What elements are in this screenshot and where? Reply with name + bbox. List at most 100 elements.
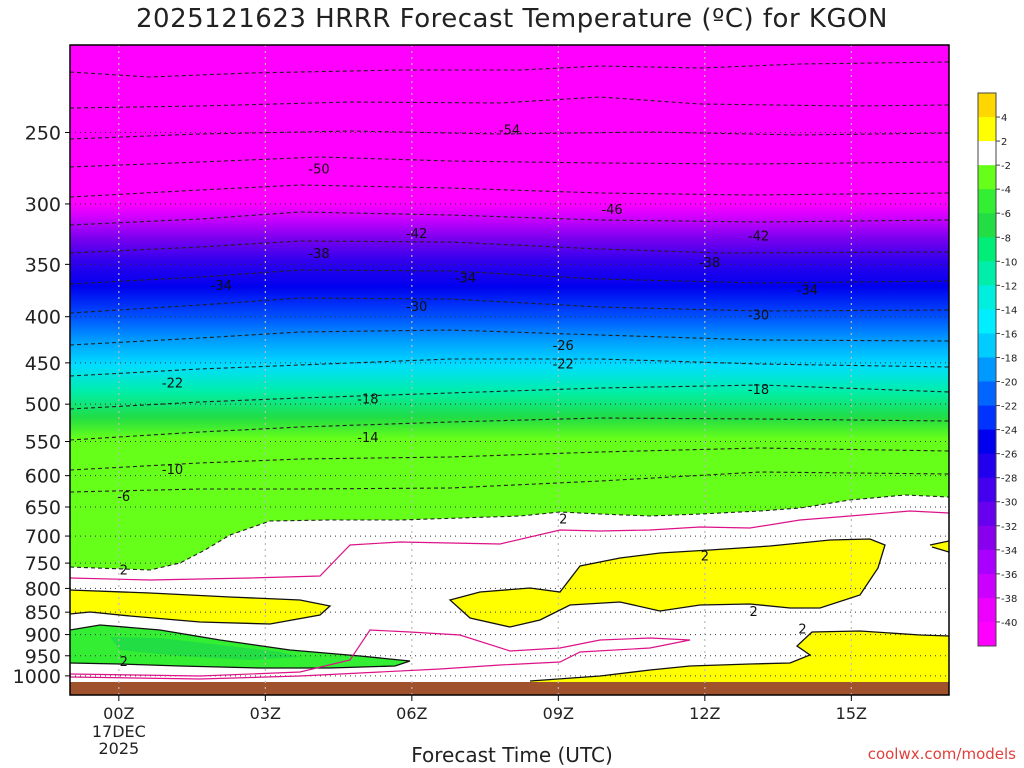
colorbar-label: -26 [1001, 450, 1017, 461]
contour-label: -42 [406, 227, 427, 242]
contour-label: -30 [406, 300, 427, 315]
contour-label: -34 [455, 272, 476, 287]
contour-label: -18 [748, 383, 769, 398]
y-tick-label: 900 [25, 625, 61, 647]
contour-label: -22 [553, 358, 574, 373]
x-tick-label: 00Z [103, 704, 134, 723]
colorbar-label: -10 [1001, 257, 1017, 268]
chart-title: 2025121623 HRRR Forecast Temperature (ºC… [135, 4, 889, 34]
x-tick-label: 06Z [396, 704, 427, 723]
colorbar-label: -30 [1001, 498, 1017, 509]
y-tick-label: 850 [25, 602, 61, 624]
colorbar-swatch [978, 333, 996, 358]
colorbar-swatch [978, 237, 996, 262]
isotherm-line [70, 269, 949, 285]
credit-link[interactable]: coolwx.com/models [867, 745, 1016, 763]
contour-label: 2 [120, 655, 128, 670]
isotherm-line [70, 240, 949, 254]
y-tick-label: 1000 [13, 666, 61, 688]
isotherm-line [70, 329, 949, 346]
cold-air-fill [70, 45, 949, 570]
colorbar-swatch [978, 93, 996, 118]
colorbar-label: -28 [1001, 474, 1017, 485]
colorbar-label: -20 [1001, 378, 1017, 389]
zero-degree-contours [70, 510, 949, 680]
isotherm-line [70, 471, 949, 493]
contour-label: -50 [308, 162, 329, 177]
x-tick-label: 15Z [836, 704, 867, 723]
colorbar-swatch [978, 309, 996, 334]
colorbar-label: -36 [1001, 570, 1017, 581]
contour-label: -22 [162, 376, 183, 391]
warm-contour-bottom [529, 630, 949, 682]
contour-label: -38 [699, 256, 720, 271]
contour-label: -18 [357, 393, 378, 408]
solid-contours [70, 538, 949, 682]
colorbar-swatch [978, 621, 996, 647]
colorbar-swatch [978, 189, 996, 214]
warm-contour-mid [448, 538, 886, 628]
contour-label: 2 [701, 550, 709, 565]
y-tick-label: 750 [25, 553, 61, 575]
colorbar-label: -22 [1001, 402, 1017, 413]
colorbar-label: 4 [1001, 113, 1007, 124]
isotherm-line [70, 358, 949, 377]
warm-yellow-right [930, 541, 949, 552]
colorbar-swatch [978, 117, 996, 142]
contour-label: -34 [797, 283, 818, 298]
colorbar-swatch [978, 381, 996, 407]
colorbar-swatch [978, 165, 996, 190]
warm-contour-right [929, 540, 949, 553]
colorbar-label: -38 [1001, 594, 1017, 605]
colorbar-swatch [978, 429, 996, 455]
colorbar-label: -2 [1001, 161, 1011, 172]
colorbar-swatch [978, 477, 996, 503]
isotherm-line [70, 384, 949, 410]
isotherm-contours [70, 61, 949, 571]
isotherm-line [70, 184, 949, 198]
contour-label: 2 [559, 512, 567, 527]
isotherm-line [70, 156, 949, 168]
colorbar-label: -40 [1001, 618, 1017, 629]
colorbar-label: -24 [1001, 426, 1017, 437]
y-axis: 2503003504004505005506006507007508008509… [13, 122, 70, 688]
contour-label: -26 [553, 339, 574, 354]
colorbar-label: -6 [1001, 209, 1011, 220]
isotherm-line [70, 61, 949, 78]
contour-label: -10 [162, 463, 183, 478]
zero-contour-lower [70, 629, 691, 680]
lower-green-core [110, 637, 300, 660]
grid-lines [70, 45, 949, 695]
colorbar-swatch [978, 549, 996, 575]
y-tick-label: 550 [25, 432, 61, 454]
ground-strip [70, 682, 949, 695]
plot-area: -54 -50 -46 -42 -42 -38 -38 -34 -34 -34 -30 -30 -26 -… [70, 45, 949, 695]
y-tick-label: 700 [25, 526, 61, 548]
green-contour-lower [70, 624, 411, 669]
colorbar-swatch [978, 525, 996, 551]
colorbar-label: -8 [1001, 233, 1011, 244]
colorbar-swatch [978, 261, 996, 286]
contour-label: -54 [499, 123, 520, 138]
x-date-label: 2025 [98, 739, 139, 758]
colorbar-label: -4 [1001, 185, 1011, 196]
contour-label: -34 [211, 279, 232, 294]
colorbar-swatch [978, 501, 996, 527]
contour-labels: -54 -50 -46 -42 -42 -38 -38 -34 -34 -34 -30 -30 -26 -… [117, 123, 818, 670]
y-tick-label: 250 [25, 122, 61, 144]
y-tick-label: 400 [25, 307, 61, 329]
x-axis-label: Forecast Time (UTC) [411, 743, 613, 767]
isotherm-line [70, 417, 949, 441]
isotherm-line [70, 297, 949, 314]
colorbar-swatch [978, 573, 996, 599]
colorbar-swatch [978, 285, 996, 310]
contour-label: -38 [308, 247, 329, 262]
isotherm-line [70, 130, 949, 140]
x-tick-label: 12Z [689, 704, 720, 723]
isotherm-line [70, 96, 949, 109]
contour-label: -46 [601, 203, 622, 218]
warm-contour-left [70, 589, 332, 625]
colorbar-label: -32 [1001, 522, 1017, 533]
